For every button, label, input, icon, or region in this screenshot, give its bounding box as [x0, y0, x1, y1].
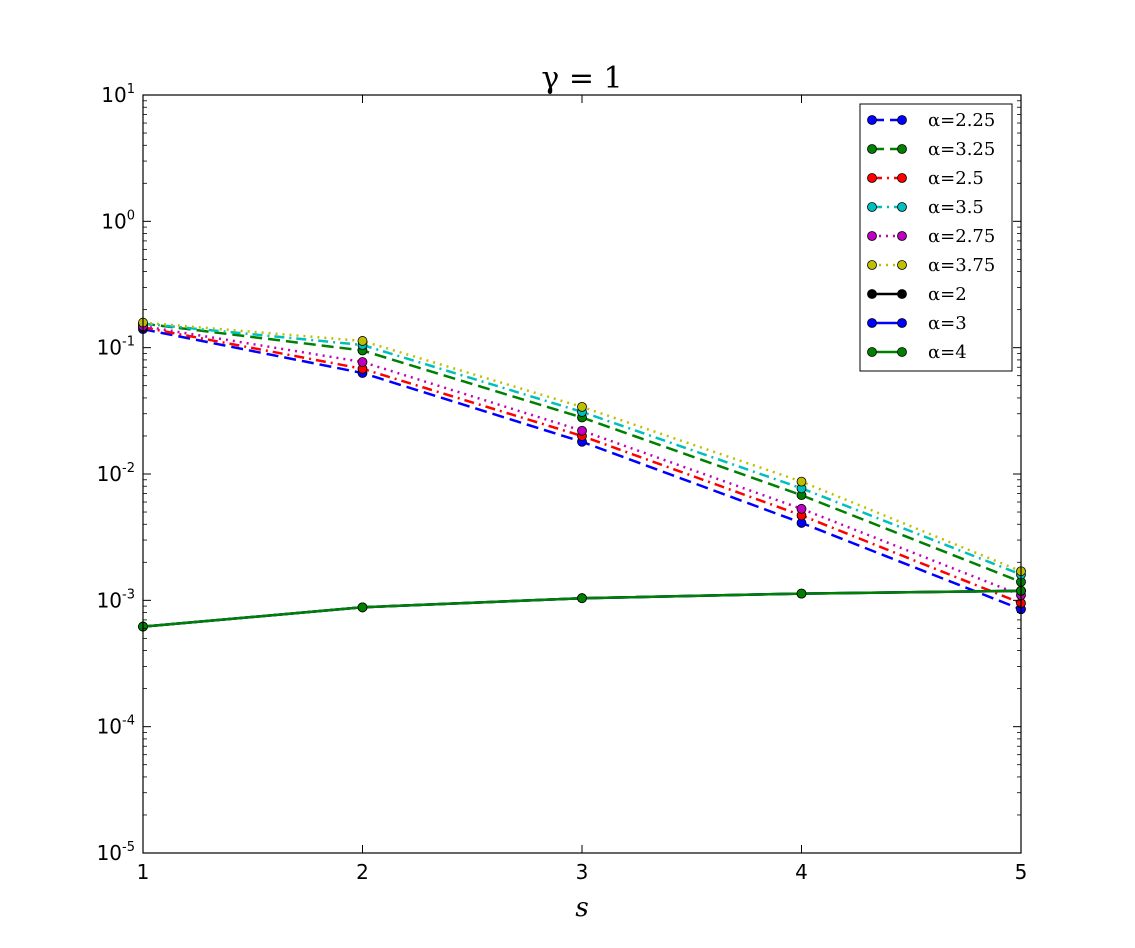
- legend-label: α=2.25: [928, 110, 995, 131]
- data-point: [357, 357, 368, 367]
- series-line: [143, 322, 1021, 576]
- legend-entry: α=2.75: [867, 226, 995, 247]
- legend-entry: α=3.5: [867, 197, 984, 218]
- y-tick-base: 10: [97, 462, 122, 486]
- legend-entry: α=3: [867, 313, 967, 334]
- legend-label: α=3: [928, 313, 967, 334]
- data-point: [577, 425, 587, 436]
- data-point: [357, 602, 368, 613]
- y-tick-label: 10-5: [97, 840, 135, 865]
- legend-marker: [897, 144, 907, 154]
- legend-marker: [897, 115, 907, 125]
- data-point: [796, 476, 807, 487]
- data-point: [357, 336, 368, 346]
- y-tick-label: 10-2: [97, 461, 135, 486]
- legend-marker: [897, 202, 907, 212]
- legend-marker: [897, 173, 907, 183]
- chart-title: γ = 1: [541, 61, 622, 96]
- legend-marker: [867, 347, 877, 357]
- legend: α=2.25 α=3.25 α=2.5 α=3.5 α=2.75 α=3.75 α=2 α=3…: [859, 103, 1013, 372]
- y-tick-exponent: -2: [122, 461, 135, 476]
- series-line: [143, 324, 1021, 597]
- legend-marker: [897, 260, 907, 270]
- legend-entry: α=4: [867, 342, 967, 363]
- y-tick-base: 10: [97, 841, 122, 865]
- y-tick-label: 10-1: [97, 335, 135, 360]
- y-tick-exponent: -5: [122, 840, 135, 855]
- y-tick-label: 101: [101, 82, 135, 107]
- series-line: [143, 326, 1021, 605]
- legend-label: α=3.25: [928, 139, 995, 160]
- legend-marker: [867, 115, 877, 125]
- series-8: [138, 585, 1026, 632]
- data-point: [577, 401, 587, 412]
- y-tick-exponent: 1: [127, 82, 135, 97]
- legend-marker: [897, 231, 907, 241]
- x-tick-label: 3: [576, 860, 589, 884]
- legend-entry: α=2.25: [867, 110, 995, 131]
- legend-entry: α=2.5: [867, 168, 984, 189]
- legend-marker: [867, 289, 877, 299]
- data-point: [796, 503, 807, 514]
- y-tick-base: 10: [101, 83, 126, 107]
- y-tick-exponent: -3: [122, 587, 135, 602]
- y-tick-exponent: -1: [122, 335, 135, 350]
- legend-marker: [867, 260, 877, 270]
- legend-marker: [867, 318, 877, 328]
- y-tick-base: 10: [97, 336, 122, 360]
- x-axis-label: s: [575, 893, 588, 923]
- legend-label: α=3.75: [928, 255, 995, 276]
- data-point: [577, 593, 587, 604]
- y-tick-base: 10: [101, 209, 126, 233]
- legend-marker: [897, 347, 907, 357]
- legend-label: α=2.75: [928, 226, 995, 247]
- x-tick-label: 2: [356, 860, 369, 884]
- y-tick-label: 10-3: [97, 587, 135, 612]
- x-tick-label: 5: [1015, 860, 1028, 884]
- legend-marker: [867, 231, 877, 241]
- data-point: [796, 588, 807, 599]
- x-tick-label: 4: [795, 860, 808, 884]
- y-tick-base: 10: [97, 588, 122, 612]
- y-tick-label: 100: [101, 208, 135, 233]
- plot-area: [138, 317, 1026, 632]
- legend-entry: α=3.75: [867, 255, 995, 276]
- y-tick-exponent: 0: [127, 208, 135, 223]
- legend-marker: [867, 173, 877, 183]
- legend-marker: [897, 289, 907, 299]
- y-tick-exponent: -4: [122, 714, 135, 729]
- legend-label: α=2: [928, 284, 967, 305]
- y-tick-label: 10-4: [97, 714, 135, 739]
- legend-label: α=3.5: [928, 197, 984, 218]
- legend-label: α=4: [928, 342, 967, 363]
- legend-label: α=2.5: [928, 168, 984, 189]
- legend-marker: [897, 318, 907, 328]
- y-tick-base: 10: [97, 715, 122, 739]
- legend-box: [859, 103, 1013, 372]
- series-5: [138, 317, 1026, 577]
- legend-marker: [867, 144, 877, 154]
- legend-entry: α=2: [867, 284, 967, 305]
- x-tick-label: 1: [137, 860, 150, 884]
- legend-marker: [867, 202, 877, 212]
- legend-entry: α=3.25: [867, 139, 995, 160]
